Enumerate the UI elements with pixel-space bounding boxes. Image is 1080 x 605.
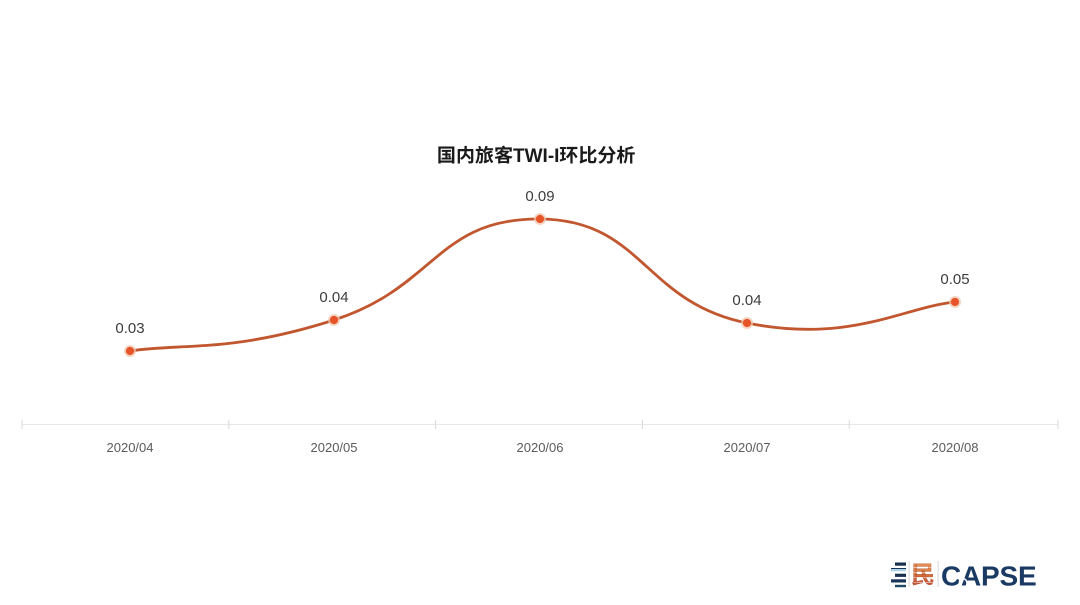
svg-text:CAPSE: CAPSE	[941, 561, 1036, 590]
svg-text:民: 民	[911, 562, 935, 589]
